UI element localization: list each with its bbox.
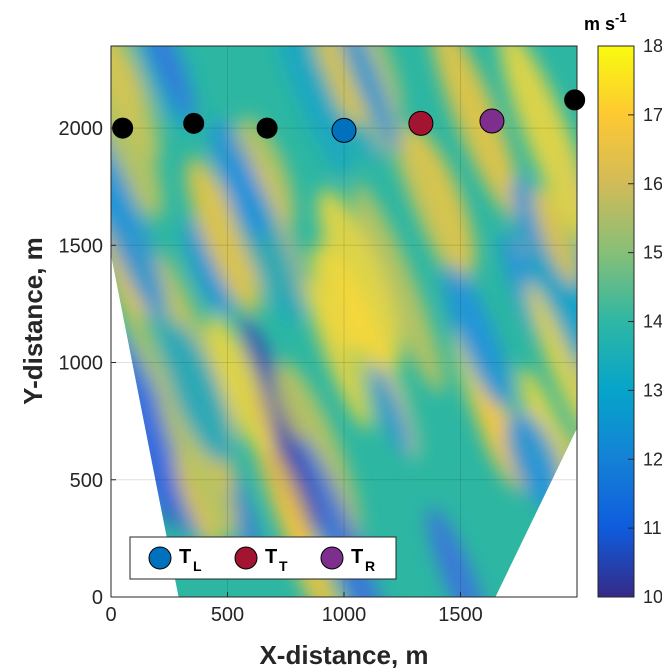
y-tick-label: 1000 [59, 353, 104, 375]
legend-label-subscript: L [193, 558, 202, 574]
y-tick-label: 0 [92, 587, 103, 609]
field-streak [427, 507, 489, 597]
field-streak [271, 46, 351, 177]
field-streak [369, 363, 413, 457]
field-streak [184, 219, 232, 316]
field-streak [111, 105, 167, 324]
legend-marker [148, 546, 172, 570]
field-streak [525, 281, 577, 438]
turbine-marker [256, 117, 278, 139]
x-tick-label: 0 [105, 604, 116, 626]
field-streak [431, 46, 523, 221]
colorbar-unit-label: m s-1 [584, 10, 627, 34]
legend-label-subscript: T [279, 558, 288, 574]
field-streak [111, 213, 171, 405]
x-axis: 0 500 1000 1500 [105, 592, 483, 626]
field-streak [526, 245, 577, 447]
field-streak [499, 46, 577, 250]
colorbar-tick-label: 16 [643, 174, 662, 194]
field-streak [210, 119, 270, 241]
x-axis-label: X-distance, m [259, 640, 428, 670]
field-streak [532, 185, 577, 286]
legend-label-subscript: R [365, 558, 375, 574]
y-tick-label: 2000 [59, 118, 104, 140]
y-tick-label: 500 [70, 470, 103, 492]
colorbar: 10 11 12 13 14 15 16 17 18 m s-1 [584, 10, 662, 607]
legend-marker [320, 546, 344, 570]
legend-label: T [179, 546, 191, 568]
field-streak [309, 245, 365, 352]
wind-speed-field [111, 46, 577, 597]
field-streak [353, 182, 445, 394]
x-tick-label: 1000 [322, 604, 367, 626]
legend-marker [234, 546, 258, 570]
field-streak [332, 46, 400, 153]
colorbar-tick-label: 11 [643, 518, 662, 538]
turbine-marker [479, 108, 505, 134]
plot-area: 0 500 1000 1500 0 500 1000 1500 2000 [59, 45, 586, 626]
field-streak [505, 411, 563, 509]
colorbar-tick-label: 10 [643, 587, 662, 607]
x-tick-label: 500 [211, 604, 244, 626]
turbine-marker [112, 117, 134, 139]
field-streak [443, 264, 511, 409]
colorbar-unit-text: m s [584, 14, 615, 34]
field-streak [157, 368, 239, 540]
field-streak [186, 157, 261, 315]
y-axis-label: Y-distance, m [18, 237, 48, 405]
colorbar-tick-label: 15 [643, 243, 662, 263]
x-tick-label: 1500 [438, 604, 483, 626]
y-axis: 0 500 1000 1500 2000 [59, 118, 116, 609]
y-tick-label: 1500 [59, 235, 104, 257]
legend-label: T [351, 546, 363, 568]
turbine-marker [408, 110, 434, 136]
turbine-marker [331, 117, 357, 143]
colorbar-tick-label: 14 [643, 312, 662, 332]
legend-box [129, 536, 397, 580]
field-streak [345, 46, 402, 120]
turbine-markers [112, 89, 586, 143]
field-streak [160, 320, 233, 464]
legend-label: T [265, 546, 277, 568]
turbine-marker [183, 112, 205, 134]
field-streak [305, 279, 372, 431]
field-streak [317, 188, 402, 369]
colorbar-tick-label: 13 [643, 380, 662, 400]
colorbar-tick-label: 18 [643, 36, 662, 56]
field-streak [235, 117, 295, 229]
field-streak [206, 314, 274, 456]
colorbar-tick-label: 17 [643, 105, 662, 125]
turbine-marker [564, 89, 586, 111]
colorbar-tick-label: 12 [643, 449, 662, 469]
colorbar-unit-exponent: -1 [615, 10, 627, 25]
